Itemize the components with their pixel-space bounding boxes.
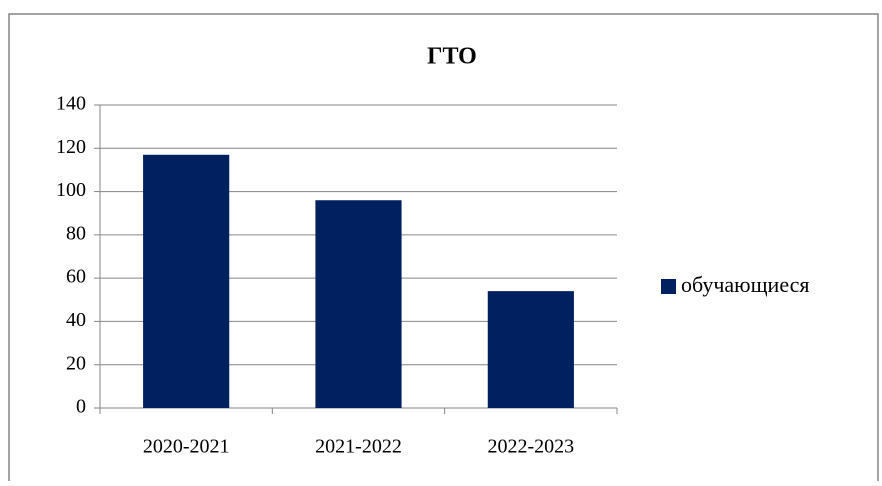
y-tick-label: 60 — [66, 266, 86, 288]
bar — [315, 200, 402, 408]
x-tick-label: 2021-2022 — [315, 436, 402, 458]
y-tick-label: 40 — [66, 309, 86, 331]
y-tick-label: 140 — [56, 93, 86, 115]
y-tick-label: 100 — [56, 179, 86, 201]
y-tick-label: 0 — [76, 396, 86, 418]
bar — [487, 291, 574, 408]
y-tick-label: 20 — [66, 352, 86, 374]
y-tick-label: 80 — [66, 222, 86, 244]
x-tick-label: 2022-2023 — [487, 436, 574, 458]
bar — [143, 154, 230, 408]
chart-border — [8, 13, 879, 485]
chart-title: ГТО — [427, 44, 477, 70]
legend-swatch — [661, 279, 676, 294]
legend-label: обучающиеся — [681, 272, 810, 297]
x-tick-label: 2020-2021 — [143, 436, 230, 458]
y-tick-label: 120 — [56, 136, 86, 158]
